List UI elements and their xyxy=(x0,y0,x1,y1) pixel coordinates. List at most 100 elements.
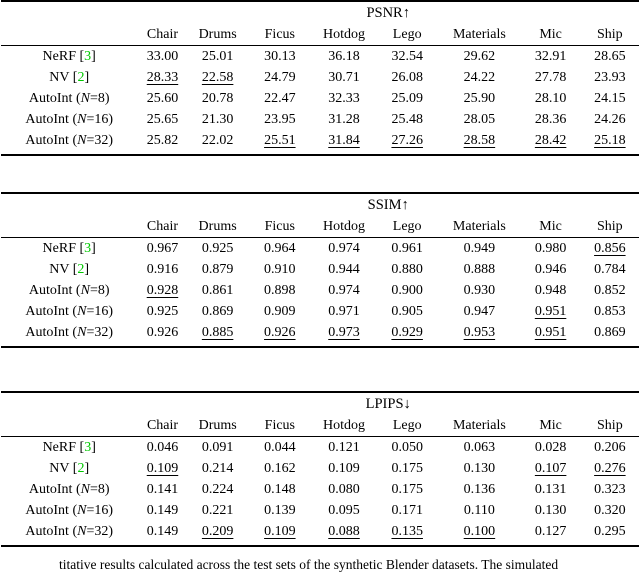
method-label: AutoInt (N=32) xyxy=(1,322,137,347)
metric-value-cell: 0.961 xyxy=(391,240,423,256)
method-name-text: AutoInt ( xyxy=(28,90,81,106)
citation-link[interactable]: 2 xyxy=(77,460,85,476)
metric-value-cell: 0.964 xyxy=(264,240,296,256)
benchmark-table: SSIM↑ Chair Drums Ficus Hotdog Lego Materials M… xyxy=(1,192,639,348)
method-label: NeRF [3] xyxy=(1,437,137,459)
method-label: NeRF [3] xyxy=(1,46,137,68)
metric-value-cell: 0.110 xyxy=(463,502,495,518)
table-head: SSIM↑ Chair Drums Ficus Hotdog Lego Materials M… xyxy=(1,193,639,238)
metric-value-cell: 0.214 xyxy=(201,460,234,476)
citation-link[interactable]: 3 xyxy=(84,48,92,64)
metric-value-cell: 22.58 xyxy=(201,69,234,85)
metric-value-cell: 0.925 xyxy=(201,240,234,256)
metric-value-cell: 0.946 xyxy=(534,261,567,277)
metric-value-cell: 0.974 xyxy=(328,240,360,256)
method-label-suffix: ] xyxy=(84,460,90,476)
metric-value-cell: 28.42 xyxy=(534,132,567,148)
metric-value-cell: 25.82 xyxy=(146,132,179,148)
metric-value-cell: 32.91 xyxy=(534,48,567,64)
metric-value-cell: 0.095 xyxy=(328,502,360,518)
metric-title: SSIM↑ xyxy=(367,197,409,213)
method-row: NV [2] 0.916 0.879 0.910 0.944 0.880 0.888 0.94… xyxy=(1,259,639,280)
metric-value-cell: 0.980 xyxy=(534,240,567,256)
method-row: NV [2] 28.33 22.58 24.79 30.71 26.08 24.22 27.7… xyxy=(1,67,639,88)
metric-value-cell: 0.926 xyxy=(146,324,179,340)
method-row: AutoInt (N=16) 0.149 0.221 0.139 0.095 0.171 0… xyxy=(1,500,639,521)
metric-value-cell: 0.898 xyxy=(264,282,296,298)
metric-value-cell: 22.02 xyxy=(201,132,234,148)
metric-value-cell: 0.088 xyxy=(328,523,360,539)
metric-value-cell: 0.175 xyxy=(391,481,423,497)
metric-value-cell: 0.852 xyxy=(594,282,626,298)
citation-link[interactable]: 3 xyxy=(84,439,92,455)
column-header-ficus: Ficus xyxy=(247,217,312,238)
metric-value-cell: 0.109 xyxy=(146,460,179,476)
metric-value-cell: 0.910 xyxy=(264,261,296,277)
metric-value-cell: 0.953 xyxy=(463,324,496,340)
method-label: AutoInt (N=32) xyxy=(1,130,137,155)
metric-value-cell: 0.909 xyxy=(264,303,296,319)
scene-header-row: Chair Drums Ficus Hotdog Lego Materials Mic Shi… xyxy=(1,416,639,437)
title-spacer-cell xyxy=(1,193,137,217)
method-row: AutoInt (N=16) 0.925 0.869 0.909 0.971 0.905 0… xyxy=(1,301,639,322)
metric-value-cell: 25.90 xyxy=(463,90,496,106)
metric-value-cell: 0.928 xyxy=(146,282,179,298)
metric-value-cell: 28.10 xyxy=(534,90,567,106)
metric-value-cell: 0.100 xyxy=(463,523,496,539)
column-header-hotdog: Hotdog xyxy=(311,416,377,437)
metric-value-cell: 0.885 xyxy=(201,324,234,340)
metric-value-cell: 0.221 xyxy=(201,502,234,518)
metric-value-cell: 0.951 xyxy=(534,303,567,319)
method-row: AutoInt (N=16) 25.65 21.30 23.95 31.28 25.48 2… xyxy=(1,109,639,130)
metric-value-cell: 23.93 xyxy=(594,69,626,85)
method-label-suffix: ] xyxy=(84,261,90,277)
method-label: NV [2] xyxy=(1,67,137,88)
method-label-suffix: ] xyxy=(91,48,96,64)
method-label-suffix: =32) xyxy=(86,132,114,148)
metric-value-cell: 32.33 xyxy=(328,90,360,106)
metric-value-cell: 0.139 xyxy=(264,502,296,518)
metric-value-cell: 32.54 xyxy=(391,48,423,64)
citation-link[interactable]: 2 xyxy=(77,69,85,85)
metric-value-cell: 0.127 xyxy=(534,523,567,539)
method-row: AutoInt (N=32) 0.926 0.885 0.926 0.973 0.929 0… xyxy=(1,322,639,347)
column-header-lego: Lego xyxy=(376,217,439,238)
method-name-text: AutoInt ( xyxy=(25,111,78,127)
method-row: NeRF [3] 0.967 0.925 0.964 0.974 0.961 0.949 0.… xyxy=(1,238,639,260)
metric-value-cell: 27.78 xyxy=(534,69,567,85)
metric-value-cell: 0.046 xyxy=(146,439,179,455)
metric-value-cell: 27.26 xyxy=(391,132,423,148)
metric-value-cell: 0.131 xyxy=(534,481,567,497)
metric-value-cell: 0.130 xyxy=(534,502,567,518)
metric-value-cell: 0.949 xyxy=(463,240,496,256)
metric-value-cell: 0.951 xyxy=(534,324,567,340)
math-variable-n: N xyxy=(77,132,87,148)
column-header-mic: Mic xyxy=(520,25,581,46)
citation-link[interactable]: 3 xyxy=(84,240,92,256)
column-header-chair: Chair xyxy=(137,217,188,238)
metric-value-cell: 0.130 xyxy=(463,460,496,476)
column-header-ficus: Ficus xyxy=(247,416,312,437)
metric-title-row: SSIM↑ xyxy=(1,193,639,217)
metric-value-cell: 28.58 xyxy=(463,132,496,148)
metric-value-cell: 0.171 xyxy=(391,502,423,518)
method-name-text: AutoInt ( xyxy=(28,481,81,497)
method-label-suffix: ] xyxy=(91,240,96,256)
metric-title: PSNR↑ xyxy=(366,5,410,21)
metric-value-cell: 0.149 xyxy=(146,523,179,539)
method-label: AutoInt (N=16) xyxy=(1,109,137,130)
title-spacer-cell xyxy=(1,392,137,416)
metric-value-cell: 0.861 xyxy=(201,282,234,298)
metric-value-cell: 0.091 xyxy=(201,439,234,455)
math-variable-n: N xyxy=(77,324,87,340)
method-name-text: AutoInt ( xyxy=(25,303,78,319)
column-header-chair: Chair xyxy=(137,416,188,437)
metric-value-cell: 0.869 xyxy=(201,303,234,319)
ssim-table: SSIM↑ Chair Drums Ficus Hotdog Lego Materials M… xyxy=(1,192,639,348)
metric-value-cell: 33.00 xyxy=(146,48,179,64)
metric-value-cell: 0.148 xyxy=(264,481,296,497)
citation-link[interactable]: 2 xyxy=(77,261,85,277)
method-row: NeRF [3] 33.00 25.01 30.13 36.18 32.54 29.62 32… xyxy=(1,46,639,68)
metric-value-cell: 0.905 xyxy=(391,303,423,319)
method-label-suffix: =16) xyxy=(86,303,113,319)
